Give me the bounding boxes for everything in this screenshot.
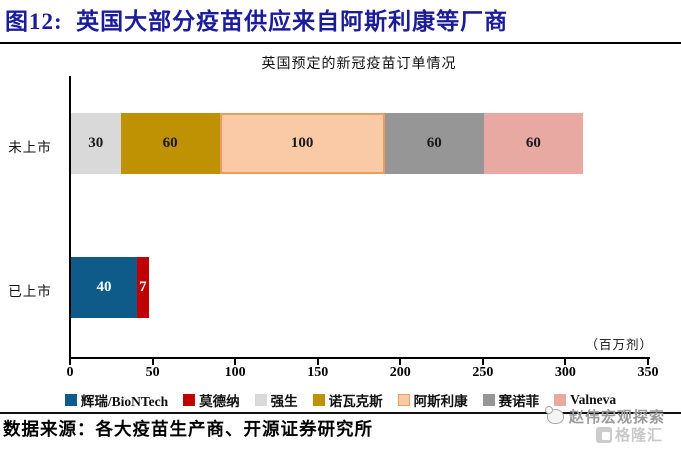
x-tick-mark xyxy=(481,359,484,365)
category-label: 已上市 xyxy=(8,283,52,299)
legend-item: 诺瓦克斯 xyxy=(312,390,383,410)
legend-label: 赛诺菲 xyxy=(498,394,540,409)
bar-segment: 60 xyxy=(483,113,583,174)
watermark: 赵伟宏观探索 xyxy=(544,406,665,427)
legend-swatch xyxy=(64,394,77,406)
x-tick-mark xyxy=(564,359,567,365)
bar-row: 30 60 100 60 60 xyxy=(71,113,583,174)
gelonghui-logo-icon xyxy=(595,426,612,443)
legend-item: 阿斯利康 xyxy=(397,390,468,410)
legend-swatch xyxy=(554,394,567,406)
legend-item: 强生 xyxy=(254,390,298,410)
x-tick-label: 250 xyxy=(472,365,494,380)
legend-swatch xyxy=(312,394,325,406)
x-tick-label: 50 xyxy=(145,365,160,380)
bar-segment: 100 xyxy=(219,113,385,174)
legend-label: 阿斯利康 xyxy=(413,394,468,409)
legend-swatch xyxy=(183,394,196,406)
title-divider xyxy=(0,42,681,44)
legend-item: 莫德纳 xyxy=(183,390,240,410)
legend-swatch xyxy=(254,394,267,406)
legend-label: Valneva xyxy=(570,392,617,407)
legend-item: Valneva xyxy=(554,392,616,408)
chart-title: 英国预定的新冠疫苗订单情况 xyxy=(261,57,457,72)
x-tick-mark xyxy=(399,359,402,365)
legend-label: 诺瓦克斯 xyxy=(328,394,383,409)
x-tick-label: 100 xyxy=(224,365,246,380)
category-label: 未上市 xyxy=(8,139,52,155)
x-tick-label: 200 xyxy=(389,365,411,380)
bar-segment: 60 xyxy=(384,113,484,174)
x-tick-label: 350 xyxy=(637,365,659,380)
legend-swatch xyxy=(482,394,495,406)
y-axis-line xyxy=(69,76,71,364)
bar-segment: 40 xyxy=(71,257,138,318)
x-tick-label: 300 xyxy=(554,365,576,380)
watermark-mascot-icon xyxy=(544,406,564,424)
legend-swatch xyxy=(397,394,410,406)
legend-label: 莫德纳 xyxy=(199,394,240,409)
x-tick-mark xyxy=(151,359,154,365)
figure-title: 图12: 英国大部分疫苗供应来自阿斯利康等厂商 xyxy=(5,9,509,34)
x-tick-mark xyxy=(234,359,237,365)
legend-label: 辉瑞/BioNTech xyxy=(80,394,169,409)
bar-segment: 7 xyxy=(137,257,149,318)
x-tick-label: 0 xyxy=(66,365,74,380)
x-axis-line xyxy=(69,357,650,359)
x-tick-label: 150 xyxy=(307,365,329,380)
footer-divider xyxy=(0,412,681,414)
bar-segment: 30 xyxy=(71,113,121,174)
bar-row: 40 7 xyxy=(71,257,149,318)
watermark-text: 赵伟宏观探索 xyxy=(568,410,665,426)
legend-label: 强生 xyxy=(270,394,298,409)
x-tick-mark xyxy=(647,359,649,365)
axis-unit-label: （百万剂） xyxy=(585,338,653,352)
x-tick-mark xyxy=(69,359,71,365)
bar-segment: 60 xyxy=(120,113,220,174)
gelonghui-logo-text: 格隆汇 xyxy=(614,428,663,444)
legend-item: 赛诺菲 xyxy=(482,390,540,410)
legend-item: 辉瑞/BioNTech xyxy=(64,390,169,410)
gelonghui-logo: 格隆汇 xyxy=(595,424,663,445)
x-tick-mark xyxy=(316,359,319,365)
data-source-text: 数据来源：各大疫苗生产商、开源证券研究所 xyxy=(3,419,373,439)
legend: 辉瑞/BioNTech 莫德纳 强生 诺瓦克斯 阿斯利康 赛诺菲 Valneva xyxy=(0,390,681,410)
